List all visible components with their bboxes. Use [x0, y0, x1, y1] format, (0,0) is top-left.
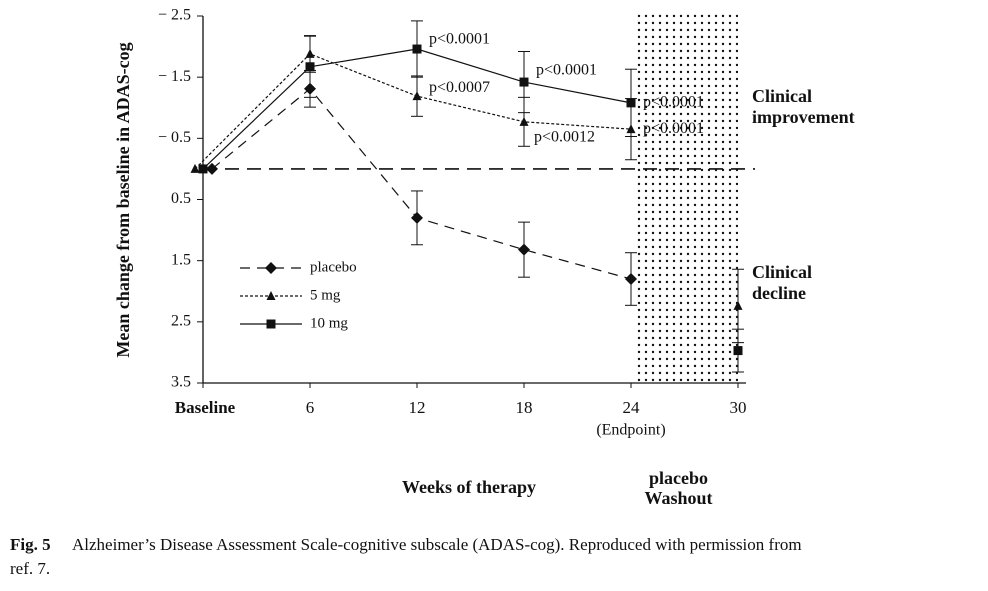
marker	[411, 211, 423, 224]
marker	[265, 262, 277, 274]
marker	[626, 98, 636, 108]
caption-text: Alzheimer’s Disease Assessment Scale-cog…	[72, 535, 802, 554]
x-tick-label: 18	[516, 398, 533, 417]
y-tick-label: 3.5	[171, 374, 191, 391]
marker	[519, 77, 529, 87]
marker	[733, 300, 743, 310]
data-label: p<0.0001	[643, 94, 704, 111]
y-axis-label: Mean change from baseline in ADAS-cog	[113, 42, 133, 357]
marker	[412, 91, 422, 101]
data-label: p<0.0007	[429, 79, 490, 96]
x-tick-label: 30	[730, 398, 747, 417]
annotation: (Endpoint)	[596, 422, 665, 439]
x-tick-label: 6	[306, 398, 315, 417]
x-tick-label: 24	[623, 398, 641, 417]
y-tick-label: 2.5	[171, 313, 191, 330]
marker	[518, 243, 530, 256]
annotation: Clinical improvement	[752, 86, 855, 127]
marker	[190, 163, 200, 173]
y-tick-label: − 0.5	[158, 129, 191, 146]
y-tick-label: 0.5	[171, 190, 191, 207]
y-tick-label: − 2.5	[158, 7, 191, 24]
marker	[412, 44, 422, 54]
marker	[305, 62, 315, 72]
x-axis-label: Weeks of therapy	[402, 477, 536, 497]
marker	[266, 319, 276, 329]
y-tick-label: 1.5	[171, 251, 191, 268]
data-label: p<0.0001	[643, 120, 704, 137]
marker	[266, 291, 276, 300]
marker	[733, 346, 743, 356]
legend-label: 10 mg	[310, 315, 348, 331]
marker	[625, 273, 637, 286]
x-tick-label: Baseline	[175, 398, 236, 417]
x-tick-label: 12	[409, 398, 426, 417]
legend-label: placebo	[310, 259, 357, 275]
washout-region	[634, 14, 738, 385]
annotation: placebo Washout	[644, 468, 712, 508]
caption-label: Fig. 5	[10, 535, 51, 554]
y-tick-label: − 1.5	[158, 68, 191, 85]
legend-label: 5 mg	[310, 287, 341, 303]
series-line	[211, 87, 632, 280]
annotation: Clinical decline	[752, 262, 812, 303]
marker	[519, 116, 529, 126]
data-label: p<0.0001	[429, 31, 490, 48]
data-label: p<0.0012	[534, 128, 595, 145]
marker	[198, 164, 208, 174]
caption-text: ref. 7.	[10, 559, 50, 578]
marker	[206, 162, 218, 175]
data-label: p<0.0001	[536, 62, 597, 79]
